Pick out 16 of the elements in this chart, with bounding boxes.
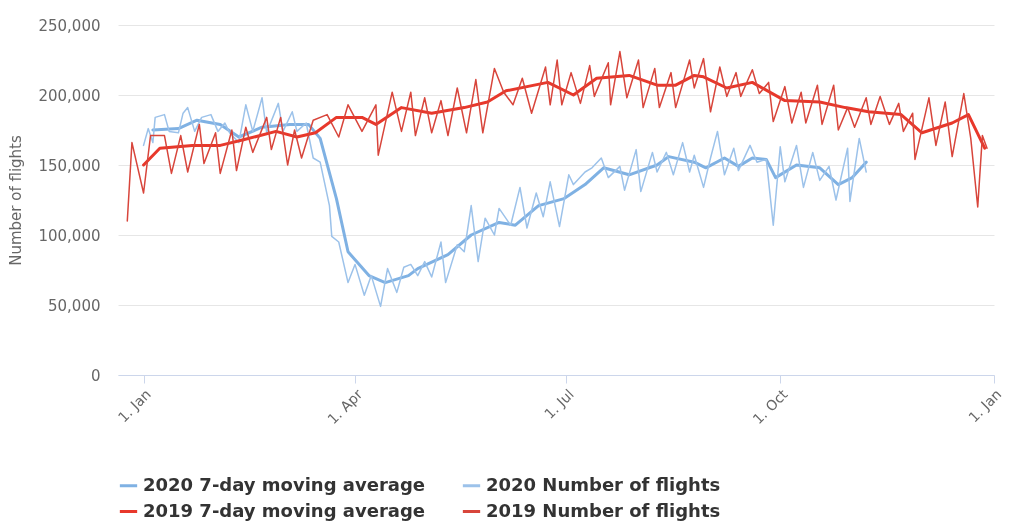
- x-tick-label: 1. Apr: [324, 385, 366, 428]
- legend-label: 2020 7-day moving average: [143, 473, 426, 495]
- y-tick-label: 100,000: [38, 226, 101, 245]
- y-tick-label: 50,000: [48, 296, 101, 315]
- y-tick-label: 250,000: [38, 16, 101, 35]
- y-tick-label: 0: [90, 366, 101, 385]
- legend-label: 2020 Number of flights: [486, 473, 721, 495]
- x-tick-label: 1. Oct: [749, 385, 791, 428]
- legend-label: 2019 Number of flights: [486, 499, 721, 521]
- y-axis-title: Number of flights: [7, 135, 26, 266]
- x-tick-label: 1. Jan: [965, 386, 1005, 426]
- legend-label: 2019 7-day moving average: [143, 499, 426, 521]
- x-tick-label: 1. Jan: [114, 386, 154, 426]
- y-tick-label: 200,000: [38, 86, 101, 105]
- y-tick-label: 150,000: [38, 156, 101, 175]
- x-tick-label: 1. Jul: [541, 386, 577, 422]
